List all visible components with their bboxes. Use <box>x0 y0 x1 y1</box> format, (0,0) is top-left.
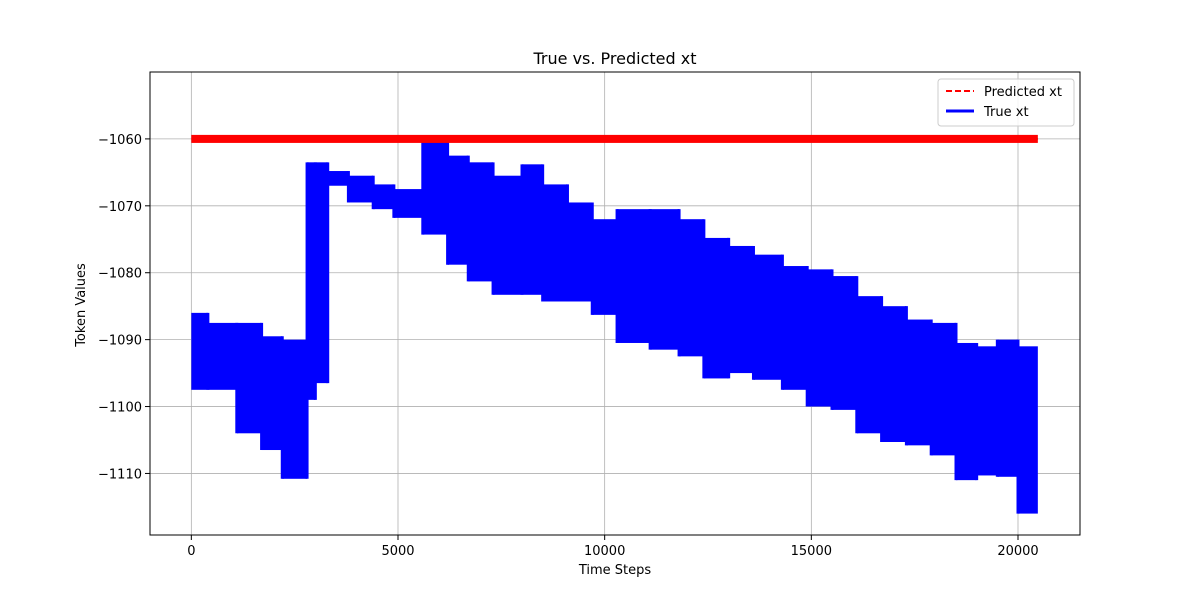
y-tick-label-2: −1090 <box>98 334 142 349</box>
legend-label-true: True xt <box>983 105 1029 120</box>
true-xt-segment-8 <box>348 175 374 203</box>
true-xt-segment-10 <box>393 189 423 218</box>
true-xt-segment-20 <box>650 209 680 350</box>
x-tick-label-0: 0 <box>187 544 195 559</box>
true-xt-segment-11 <box>422 135 448 235</box>
x-axis-label: Time Steps <box>578 563 652 578</box>
true-xt-segment-12 <box>447 155 469 265</box>
true-xt-segment-26 <box>807 269 832 407</box>
true-xt-segment-3 <box>261 336 283 451</box>
true-xt-segment-2 <box>236 322 262 434</box>
chart-title: True vs. Predicted xt <box>533 49 697 68</box>
true-xt-segment-33 <box>976 346 998 476</box>
legend-box <box>937 78 1075 127</box>
true-xt-segment-34 <box>997 339 1018 477</box>
x-tick-label-4: 20000 <box>997 544 1038 559</box>
true-xt-segment-31 <box>931 322 956 456</box>
true-xt-segment-6 <box>315 162 328 384</box>
true-xt-segment-16 <box>542 184 568 302</box>
true-xt-segment-29 <box>881 306 907 442</box>
true-xt-segment-24 <box>753 254 783 380</box>
data-layer <box>191 134 1038 514</box>
true-xt-segment-30 <box>906 319 932 446</box>
true-xt-segment-0 <box>191 312 208 390</box>
true-xt-segment-9 <box>373 184 394 210</box>
series-predicted-xt <box>191 134 1038 143</box>
x-tick-label-3: 15000 <box>791 544 832 559</box>
true-xt-segment-17 <box>567 202 593 302</box>
true-xt-segment-4 <box>282 339 308 479</box>
legend: Predicted xt True xt <box>937 78 1075 127</box>
y-axis-label: Token Values <box>74 263 89 348</box>
y-tick-label-3: −1080 <box>98 267 142 282</box>
true-xt-segment-28 <box>856 296 882 434</box>
y-tick-label-4: −1070 <box>98 200 142 215</box>
true-xt-segment-15 <box>522 164 543 295</box>
true-xt-segment-5 <box>307 162 316 400</box>
y-tick-label-1: −1100 <box>98 401 142 416</box>
legend-label-predicted: Predicted xt <box>984 85 1062 100</box>
true-xt-segment-25 <box>782 266 808 390</box>
y-tick-label-0: −1110 <box>98 467 142 482</box>
true-xt-segment-1 <box>207 322 237 390</box>
true-xt-segment-23 <box>728 245 754 374</box>
x-tick-label-2: 10000 <box>584 544 625 559</box>
true-xt-segment-13 <box>468 162 494 282</box>
true-xt-segment-14 <box>493 175 522 295</box>
true-xt-segment-7 <box>327 171 349 186</box>
true-xt-segment-27 <box>832 276 857 410</box>
x-axis: 0 5000 10000 15000 20000 <box>187 535 1039 559</box>
true-xt-segment-22 <box>703 237 729 379</box>
true-xt-segment-35 <box>1018 346 1038 514</box>
true-xt-segment-18 <box>592 219 618 315</box>
y-axis: −1110 −1100 −1090 −1080 −1070 −1060 <box>98 133 150 482</box>
true-xt-segment-19 <box>617 209 651 343</box>
series-true-xt <box>191 135 1038 514</box>
x-tick-label-1: 5000 <box>381 544 414 559</box>
true-xt-segment-32 <box>956 342 977 481</box>
plot-frame <box>149 71 1081 536</box>
true-xt-segment-21 <box>679 219 704 357</box>
y-tick-label-5: −1060 <box>98 133 142 148</box>
